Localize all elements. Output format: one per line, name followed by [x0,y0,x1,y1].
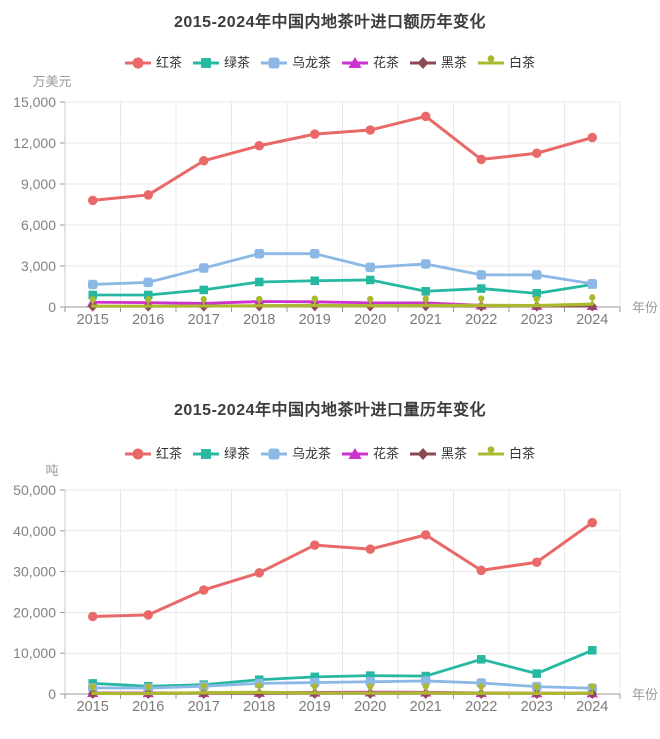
svg-text:30,000: 30,000 [13,564,56,580]
chart-title: 2015-2024年中国内地茶叶进口量历年变化 [173,402,487,419]
svg-text:2018: 2018 [243,312,275,328]
triangle-legend-marker-icon [342,447,368,459]
chart-legend: 红茶 绿茶 乌龙茶 花茶 黑茶 白茶 [0,445,660,463]
circle-legend-marker-icon [124,57,151,69]
svg-text:2022: 2022 [465,699,497,715]
legend-item[interactable]: 黑茶 [410,446,467,462]
series-line [88,248,597,290]
legend-label: 花茶 [373,446,400,461]
legend-label: 花茶 [373,55,400,70]
roundsquare-legend-marker-icon [260,448,287,460]
series-line [89,294,596,308]
legend-item[interactable]: 绿茶 [192,55,250,71]
legend-item[interactable]: 白茶 [478,55,535,71]
series-line [89,682,596,696]
legend-label: 红茶 [155,446,182,461]
svg-text:2021: 2021 [410,699,442,715]
legend-label: 黑茶 [441,446,468,461]
legend-item[interactable]: 乌龙茶 [260,55,331,71]
svg-text:6,000: 6,000 [21,217,56,233]
svg-text:2020: 2020 [354,699,386,715]
svg-text:40,000: 40,000 [13,523,56,539]
svg-text:50,000: 50,000 [13,482,56,498]
svg-text:2023: 2023 [521,312,553,328]
svg-text:15,000: 15,000 [13,94,56,110]
svg-text:9,000: 9,000 [21,176,56,192]
svg-text:2024: 2024 [576,312,608,328]
diamond-legend-marker-icon [410,447,437,461]
svg-text:12,000: 12,000 [13,135,56,151]
svg-text:10,000: 10,000 [13,645,56,661]
legend-label: 绿茶 [223,446,250,461]
svg-text:20,000: 20,000 [13,604,56,620]
svg-text:2019: 2019 [299,699,331,715]
legend-label: 红茶 [155,55,182,70]
legend-item[interactable]: 乌龙茶 [260,446,331,462]
legend-item[interactable]: 黑茶 [410,55,467,71]
line-chart-canvas: 0 10,000 20,000 30,000 40,000 50,000 2015 2016 2… [13,463,658,715]
svg-text:2019: 2019 [299,312,331,328]
svg-text:3,000: 3,000 [21,258,56,274]
legend-label: 乌龙茶 [291,55,331,70]
pin-legend-marker-icon [478,55,505,65]
legend-item[interactable]: 白茶 [478,446,535,462]
svg-text:2015: 2015 [77,312,109,328]
svg-text:2024: 2024 [576,699,608,715]
svg-text:2016: 2016 [132,312,164,328]
chart-title: 2015-2024年中国内地茶叶进口额历年变化 [173,14,487,31]
legend-label: 白茶 [509,446,536,461]
pin-legend-marker-icon [478,446,505,456]
svg-text:0: 0 [48,299,56,315]
legend-label: 白茶 [509,55,536,70]
grid-lines [65,101,621,307]
diamond-legend-marker-icon [410,56,437,70]
line-chart-canvas: 0 3,000 6,000 9,000 12,000 15,000 2015 2016 2017… [13,74,658,328]
svg-text:2018: 2018 [243,699,275,715]
svg-text:年份: 年份 [632,300,658,315]
square-legend-marker-icon [192,58,219,68]
svg-text:2017: 2017 [188,699,220,715]
svg-text:2016: 2016 [132,699,164,715]
svg-text:万美元: 万美元 [32,74,71,89]
triangle-legend-marker-icon [342,56,368,68]
svg-text:2022: 2022 [465,312,497,328]
svg-text:吨: 吨 [45,463,58,478]
legend-label: 绿茶 [223,55,250,70]
svg-text:2023: 2023 [521,699,553,715]
grid-lines [65,489,621,694]
legend-item[interactable]: 花茶 [342,446,399,462]
legend-label: 乌龙茶 [291,446,331,461]
svg-text:0: 0 [48,686,56,702]
legend-item[interactable]: 红茶 [124,446,182,462]
square-legend-marker-icon [192,449,219,459]
import-volume-chart-section: 2015-2024年中国内地茶叶进口量历年变化 红茶 绿茶 乌龙茶 花茶 黑茶 白茶 0 1… [0,388,660,734]
legend-item[interactable]: 绿茶 [192,446,250,462]
series-line [88,517,597,622]
circle-legend-marker-icon [124,448,151,460]
legend-item[interactable]: 红茶 [124,55,182,71]
svg-text:年份: 年份 [632,687,658,702]
svg-text:2017: 2017 [188,312,220,328]
svg-text:2020: 2020 [354,312,386,328]
chart-legend: 红茶 绿茶 乌龙茶 花茶 黑茶 白茶 [0,54,660,72]
roundsquare-legend-marker-icon [260,57,287,69]
legend-label: 黑茶 [441,55,468,70]
series-line [88,111,597,206]
import-value-chart-section: 2015-2024年中国内地茶叶进口额历年变化 红茶 绿茶 乌龙茶 花茶 黑茶 白茶 0 3… [0,0,660,352]
legend-item[interactable]: 花茶 [342,55,399,71]
svg-text:2015: 2015 [77,699,109,715]
svg-text:2021: 2021 [410,312,442,328]
